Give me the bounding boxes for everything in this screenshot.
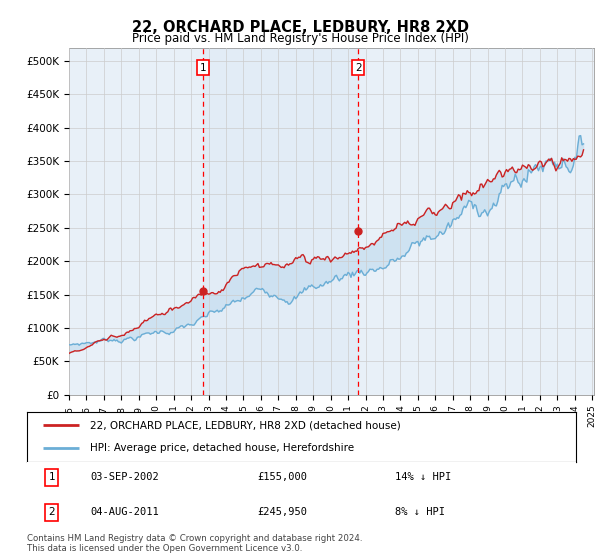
Text: Price paid vs. HM Land Registry's House Price Index (HPI): Price paid vs. HM Land Registry's House …	[131, 32, 469, 45]
Text: 03-SEP-2002: 03-SEP-2002	[90, 473, 159, 482]
Text: 8% ↓ HPI: 8% ↓ HPI	[395, 507, 445, 517]
Text: £155,000: £155,000	[257, 473, 308, 482]
Text: 1: 1	[199, 63, 206, 73]
Bar	[203, 48, 358, 395]
Text: HPI: Average price, detached house, Herefordshire: HPI: Average price, detached house, Here…	[90, 444, 354, 454]
Text: £245,950: £245,950	[257, 507, 308, 517]
Text: 1: 1	[49, 473, 55, 482]
Text: 04-AUG-2011: 04-AUG-2011	[90, 507, 159, 517]
Text: 2: 2	[49, 507, 55, 517]
Text: 22, ORCHARD PLACE, LEDBURY, HR8 2XD (detached house): 22, ORCHARD PLACE, LEDBURY, HR8 2XD (det…	[90, 420, 401, 430]
Text: 22, ORCHARD PLACE, LEDBURY, HR8 2XD: 22, ORCHARD PLACE, LEDBURY, HR8 2XD	[131, 20, 469, 35]
Text: 2: 2	[355, 63, 361, 73]
Text: Contains HM Land Registry data © Crown copyright and database right 2024.
This d: Contains HM Land Registry data © Crown c…	[27, 534, 362, 553]
Text: 14% ↓ HPI: 14% ↓ HPI	[395, 473, 451, 482]
